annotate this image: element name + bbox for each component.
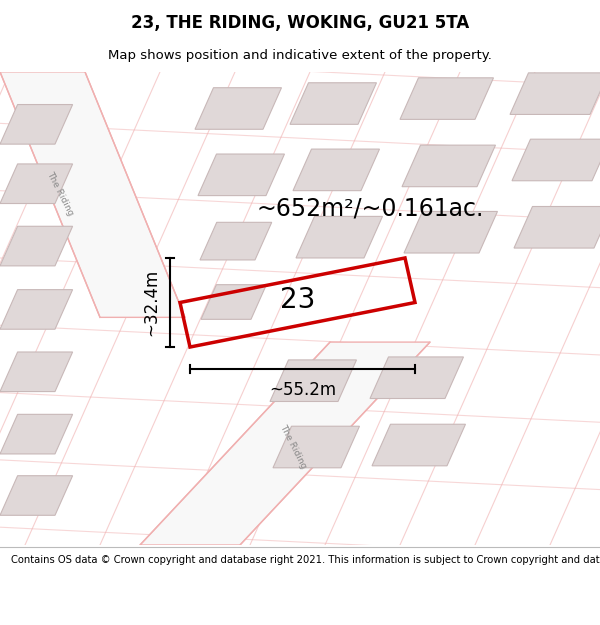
Polygon shape: [400, 78, 493, 119]
Polygon shape: [140, 342, 430, 545]
Polygon shape: [273, 426, 359, 468]
Polygon shape: [510, 73, 600, 114]
Polygon shape: [0, 476, 73, 515]
Polygon shape: [402, 145, 496, 187]
Text: The Riding: The Riding: [278, 422, 308, 469]
Text: ~32.4m: ~32.4m: [142, 269, 160, 336]
Text: 23, THE RIDING, WOKING, GU21 5TA: 23, THE RIDING, WOKING, GU21 5TA: [131, 14, 469, 32]
Polygon shape: [370, 357, 463, 399]
Polygon shape: [296, 216, 382, 258]
Text: ~652m²/~0.161ac.: ~652m²/~0.161ac.: [256, 196, 484, 221]
Text: Map shows position and indicative extent of the property.: Map shows position and indicative extent…: [108, 49, 492, 62]
Polygon shape: [0, 289, 73, 329]
Polygon shape: [512, 139, 600, 181]
Text: 23: 23: [280, 286, 316, 314]
Polygon shape: [0, 414, 73, 454]
Polygon shape: [514, 206, 600, 248]
Polygon shape: [372, 424, 466, 466]
Polygon shape: [0, 226, 73, 266]
Polygon shape: [195, 88, 281, 129]
Polygon shape: [201, 284, 266, 319]
Text: The Riding: The Riding: [45, 170, 75, 217]
Polygon shape: [200, 222, 272, 260]
Polygon shape: [290, 82, 376, 124]
Polygon shape: [0, 164, 73, 204]
Polygon shape: [0, 352, 73, 392]
Text: ~55.2m: ~55.2m: [269, 381, 336, 399]
Polygon shape: [270, 360, 356, 401]
Text: Contains OS data © Crown copyright and database right 2021. This information is : Contains OS data © Crown copyright and d…: [11, 554, 600, 564]
Polygon shape: [0, 104, 73, 144]
Polygon shape: [404, 211, 497, 253]
Polygon shape: [198, 154, 284, 196]
Polygon shape: [293, 149, 379, 191]
Polygon shape: [0, 72, 185, 318]
